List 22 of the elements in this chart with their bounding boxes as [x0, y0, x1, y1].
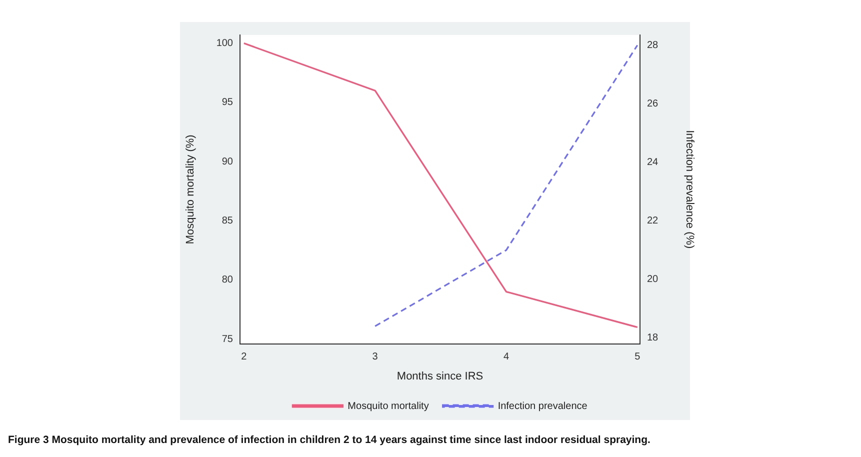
y2-tick-label: 20 — [647, 274, 659, 286]
x-tick-label: 5 — [634, 352, 641, 363]
x-tick-label: 3 — [372, 352, 378, 363]
y2-tick-label: 24 — [647, 157, 659, 168]
caption: Figure 3 Mosquito mortality and prevalence of infection in children 2 to 14 years against time since last indoor residual spraying. — [8, 434, 650, 446]
y-tick-label: 100 — [216, 38, 234, 50]
legend-label: Mosquito mortality — [348, 400, 429, 412]
y-tick-label: 85 — [222, 216, 234, 227]
y2-tick-label: 18 — [647, 332, 659, 344]
x-tick-label: 4 — [503, 352, 510, 363]
y2-tick-label: 26 — [647, 98, 659, 110]
y2-tick-label: 22 — [647, 216, 659, 227]
legend-label: Infection prevalence — [498, 400, 588, 412]
y2-tick-label: 28 — [647, 40, 659, 51]
y-tick-label: 95 — [222, 97, 234, 108]
y-tick-label: 80 — [222, 274, 234, 286]
x-tick-label: 2 — [241, 352, 248, 363]
y2-axis-title: Infection prevalence (%) — [683, 130, 696, 249]
y-tick-label: 90 — [222, 156, 234, 168]
y-axis-title: Mosquito mortality (%) — [184, 134, 197, 244]
x-axis-title: Months since IRS — [396, 370, 484, 382]
y-tick-label: 75 — [222, 334, 234, 345]
